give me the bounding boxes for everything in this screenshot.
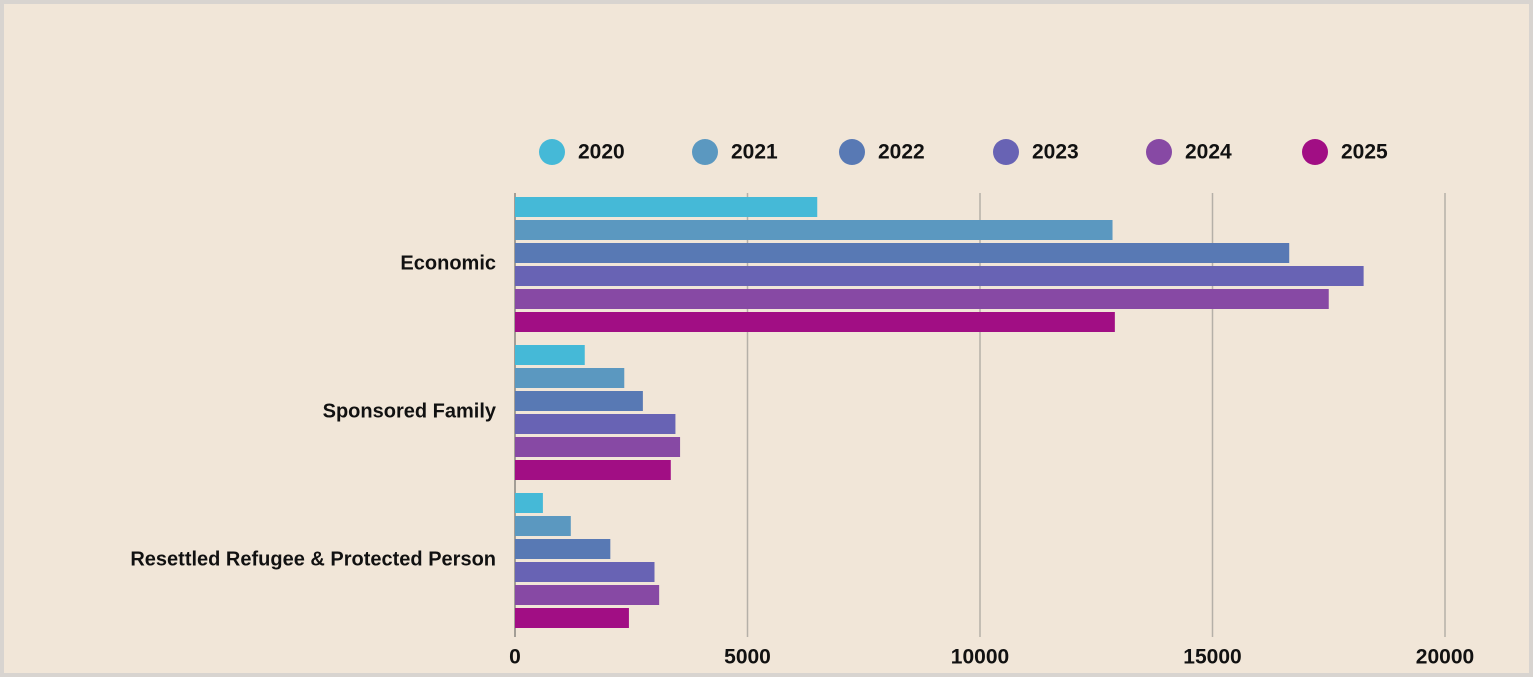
legend-label: 2023 [1032,141,1079,164]
bar [515,289,1329,309]
legend-swatch [1302,139,1328,165]
legend-label: 2020 [578,141,625,164]
bar [515,391,643,411]
bar [515,493,543,513]
legend-label: 2022 [878,141,925,164]
bar [515,243,1290,263]
bar [515,460,671,480]
x-tick-label: 0 [509,646,521,669]
legend-swatch [1146,139,1172,165]
bar [515,220,1113,240]
category-label: Sponsored Family [323,400,497,422]
bar [515,266,1364,286]
legend-swatch [539,139,565,165]
bar [515,437,681,457]
x-tick-label: 10000 [951,646,1009,669]
legend-label: 2025 [1341,141,1388,164]
legend-swatch [839,139,865,165]
bar [515,368,625,388]
background [4,4,1529,673]
legend-swatch [993,139,1019,165]
bar [515,585,660,605]
bar [515,197,818,217]
bar [515,562,655,582]
x-tick-label: 15000 [1183,646,1241,669]
legend-label: 2021 [731,141,778,164]
bar [515,414,676,434]
bar [515,312,1115,332]
bar [515,608,629,628]
legend-label: 2024 [1185,141,1232,164]
x-tick-label: 20000 [1416,646,1474,669]
category-label: Resettled Refugee & Protected Person [130,548,496,570]
bar [515,516,571,536]
bar [515,539,611,559]
x-tick-label: 5000 [724,646,771,669]
legend-swatch [692,139,718,165]
bar [515,345,585,365]
category-label: Economic [400,252,496,274]
